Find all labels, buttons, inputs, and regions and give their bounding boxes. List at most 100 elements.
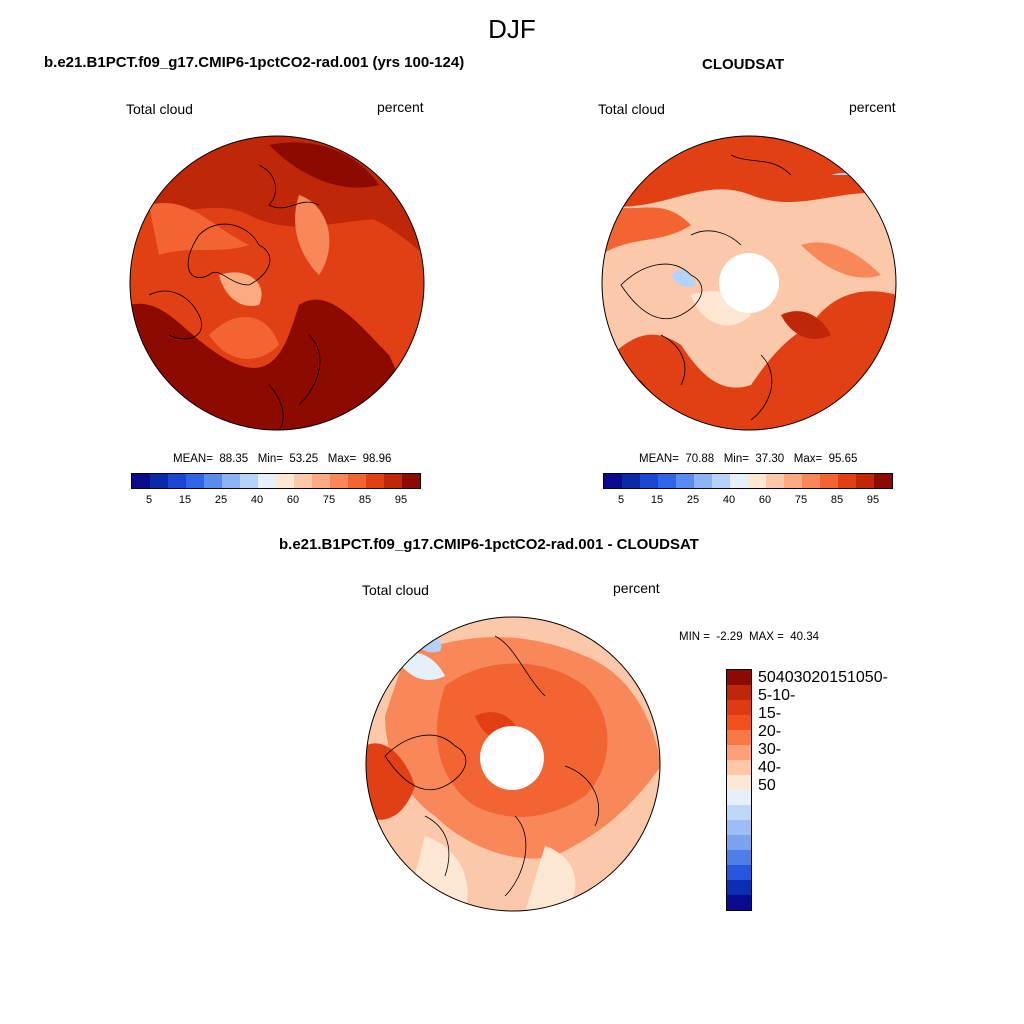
colorbar-swatch: [727, 850, 751, 865]
colorbar-swatch: [168, 474, 186, 488]
colorbar-swatch: [727, 820, 751, 835]
panel-3-stats: MIN = -2.29 MAX = 40.34: [679, 631, 819, 643]
colorbar-tick-label: 75: [794, 494, 808, 506]
colorbar-tick-label: 75: [322, 494, 336, 506]
colorbar-tick-label: 10: [846, 669, 865, 686]
colorbar-swatch: [204, 474, 222, 488]
min-label: Min=: [257, 453, 283, 465]
panel-2-polar-map: [601, 135, 897, 431]
colorbar-swatch: [727, 790, 751, 805]
panel-1-units-label: percent: [377, 99, 424, 115]
colorbar-swatch: [727, 715, 751, 730]
colorbar-swatch: [276, 474, 294, 488]
colorbar-swatch: [348, 474, 366, 488]
mean-label: MEAN=: [639, 453, 679, 465]
panel-1-title: b.e21.B1PCT.f09_g17.CMIP6-1pctCO2-rad.00…: [44, 54, 465, 71]
colorbar-tick-label: 20: [811, 669, 830, 686]
colorbar-swatch: [604, 474, 622, 488]
colorbar-swatch: [727, 805, 751, 820]
colorbar-tick-label: -15: [758, 687, 796, 722]
colorbar-swatch: [132, 474, 150, 488]
mean-value: 88.35: [219, 453, 249, 465]
colorbar-tick-label: 50: [758, 669, 776, 686]
min-label: Min=: [723, 453, 749, 465]
colorbar-swatch: [258, 474, 276, 488]
colorbar-tick-label: 95: [394, 494, 408, 506]
colorbar-swatch: [186, 474, 204, 488]
panel-3-colorbar: [726, 669, 752, 911]
max-label: Max=: [793, 453, 823, 465]
colorbar-tick-label: -50: [758, 759, 782, 794]
panel-3-polar-map: [365, 616, 661, 912]
colorbar-tick-label: 5: [864, 669, 874, 686]
colorbar-swatch: [874, 474, 892, 488]
panel-1-variable-label: Total cloud: [126, 101, 193, 117]
min-value: 37.30: [755, 453, 785, 465]
colorbar-swatch: [802, 474, 820, 488]
colorbar-swatch: [366, 474, 384, 488]
colorbar-swatch: [240, 474, 258, 488]
colorbar-tick-label: 0: [873, 669, 883, 686]
max-value: 40.34: [790, 631, 820, 643]
colorbar-swatch: [658, 474, 676, 488]
colorbar-swatch: [727, 685, 751, 700]
season-title: DJF: [488, 14, 536, 44]
mean-value: 70.88: [685, 453, 715, 465]
colorbar-tick-label: 95: [866, 494, 880, 506]
panel-1-colorbar: [131, 473, 421, 489]
colorbar-tick-label: 15: [829, 669, 847, 686]
colorbar-tick-label: 40: [250, 494, 264, 506]
panel-2-units-label: percent: [849, 99, 896, 115]
max-label: MAX =: [749, 631, 784, 643]
colorbar-tick-label: 5: [617, 494, 625, 506]
min-value: 53.25: [289, 453, 319, 465]
colorbar-tick-label: 40: [775, 669, 794, 686]
panel-1-stats: MEAN= 88.35 Min= 53.25 Max= 98.96: [173, 453, 391, 465]
colorbar-tick-label: -5: [758, 669, 888, 704]
colorbar-swatch: [402, 474, 420, 488]
min-label: MIN =: [679, 631, 710, 643]
max-value: 98.96: [362, 453, 392, 465]
colorbar-swatch: [766, 474, 784, 488]
colorbar-swatch: [856, 474, 874, 488]
panel-3-colorbar-ticks: 50403020151050-5-10-15-20-30-40-50: [758, 669, 888, 911]
colorbar-swatch: [640, 474, 658, 488]
colorbar-tick-label: 40: [722, 494, 736, 506]
colorbar-swatch: [727, 670, 751, 685]
mean-label: MEAN=: [173, 453, 213, 465]
colorbar-swatch: [727, 760, 751, 775]
colorbar-swatch: [727, 865, 751, 880]
max-label: Max=: [327, 453, 357, 465]
panel-2-variable-label: Total cloud: [598, 101, 665, 117]
colorbar-swatch: [622, 474, 640, 488]
colorbar-tick-label: 85: [358, 494, 372, 506]
colorbar-tick-label: 25: [686, 494, 700, 506]
colorbar-swatch: [727, 895, 751, 910]
panel-1-polar-map: [129, 135, 425, 431]
panel-2-colorbar: [603, 473, 893, 489]
panel-3-units-label: percent: [613, 580, 660, 596]
colorbar-swatch: [820, 474, 838, 488]
colorbar-swatch: [784, 474, 802, 488]
colorbar-swatch: [727, 730, 751, 745]
colorbar-swatch: [727, 775, 751, 790]
colorbar-swatch: [727, 745, 751, 760]
colorbar-tick-label: -20: [758, 705, 782, 740]
colorbar-swatch: [330, 474, 348, 488]
colorbar-swatch: [676, 474, 694, 488]
colorbar-tick-label: 85: [830, 494, 844, 506]
colorbar-swatch: [727, 835, 751, 850]
max-value: 95.65: [828, 453, 858, 465]
panel-2-title: CLOUDSAT: [702, 56, 785, 73]
colorbar-tick-label: 30: [793, 669, 812, 686]
colorbar-swatch: [694, 474, 712, 488]
colorbar-swatch: [222, 474, 240, 488]
colorbar-swatch: [150, 474, 168, 488]
colorbar-tick-label: 60: [286, 494, 300, 506]
min-value: -2.29: [716, 631, 743, 643]
colorbar-swatch: [748, 474, 766, 488]
colorbar-swatch: [727, 700, 751, 715]
colorbar-tick-label: -10: [766, 687, 791, 704]
colorbar-tick-label: 25: [214, 494, 228, 506]
panel-3-title: b.e21.B1PCT.f09_g17.CMIP6-1pctCO2-rad.00…: [279, 536, 699, 553]
